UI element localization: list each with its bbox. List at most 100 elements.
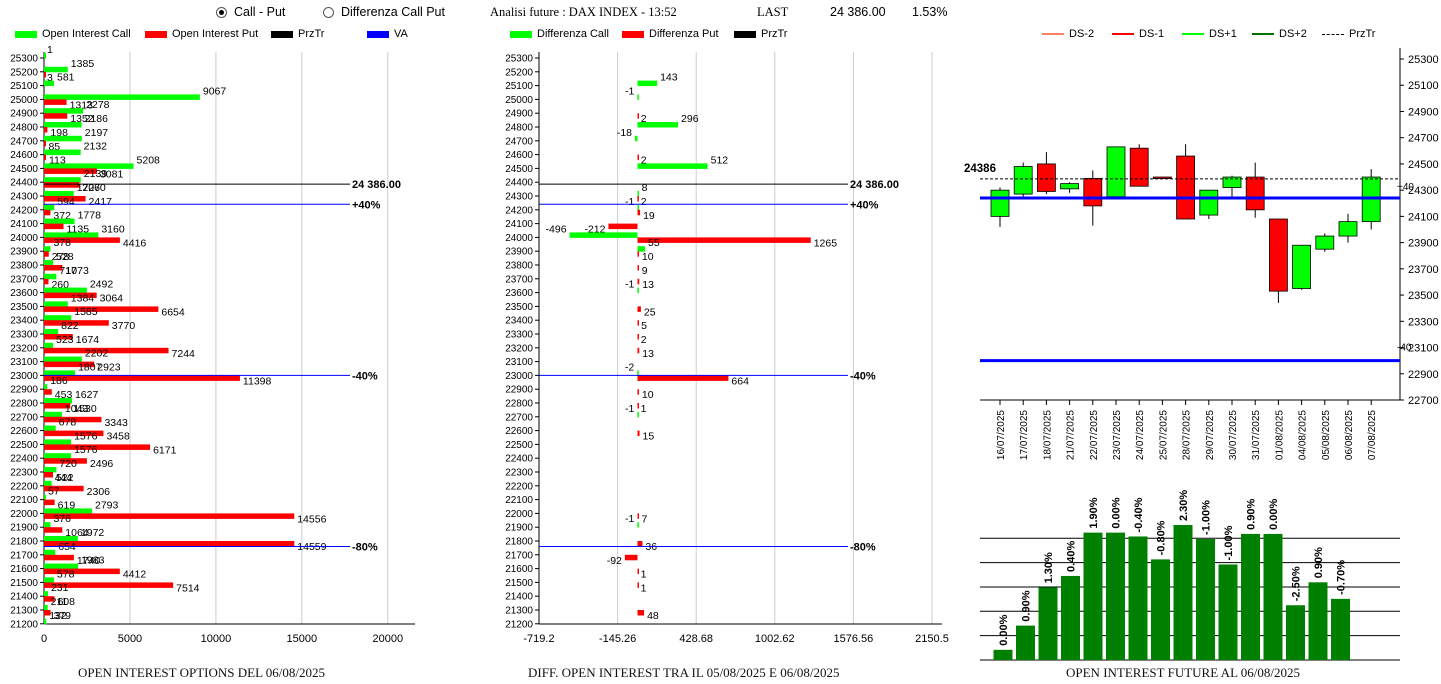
data-label: 2417 [89,196,113,208]
data-label: 1778 [78,210,102,222]
data-label: 1073 [65,265,89,277]
y-tick-label: 22900 [505,385,533,396]
data-label: 7244 [172,348,196,360]
legend-item: DS+2 [1252,28,1307,40]
y-tick-label: 23400 [505,316,533,327]
y-tick-label: 21800 [10,537,38,548]
candle-body [1199,189,1219,216]
y-tick-label: 22900 [10,385,38,396]
bar-put [44,71,46,78]
bar-put [44,127,48,133]
bar-put [44,361,95,368]
y-tick-label: 23000 [10,371,38,382]
bar-call [44,287,87,294]
y-tick-label: 25100 [1408,80,1439,92]
legend-item: Differenza Put [622,28,719,40]
oi-bar [993,649,1013,660]
data-label: 2186 [85,113,109,125]
reference-label: 24 386.00 [352,179,401,191]
y-tick-label: 25300 [10,54,38,65]
radio-call-put[interactable] [216,7,227,18]
bar-put [44,568,120,575]
y-tick-label: 21400 [505,592,533,603]
bar-put [44,389,52,395]
bar-put [44,430,104,437]
bar-call [44,260,54,266]
data-label: -1 [625,403,634,415]
data-label: 1265 [814,237,838,249]
value-area-label: -40 [1397,343,1412,354]
bar-put [637,513,639,519]
bar-call [44,80,54,87]
candle-body [1106,146,1126,198]
data-label: 2 [641,113,647,125]
y-tick-label: 21800 [505,537,533,548]
data-label: 5208 [137,154,161,166]
reference-label: -80% [352,542,378,554]
data-label: 608 [57,596,75,608]
y-tick-label: 21700 [10,550,38,561]
oi-bar-label: -0.40% [1133,497,1145,532]
data-label: 522 [56,472,74,484]
bar-put [637,265,639,271]
data-label: 19 [643,210,655,222]
oi-bar-label: -0.80% [1156,520,1168,555]
y-tick-label: 22000 [10,509,38,520]
y-tick-label: 22400 [10,454,38,465]
data-label: 143 [660,72,678,84]
bar-call [44,536,78,542]
data-label: 1972 [81,527,105,539]
data-label: 2139 [84,168,108,180]
bar-call [44,453,72,459]
candle-body [1152,176,1172,179]
legend-label: PrzTr [298,28,325,40]
legend-swatch [734,30,756,38]
y-tick-label: 24600 [505,150,533,161]
data-label: 1576 [74,430,98,442]
x-tick-label: 2150.5 [915,633,949,645]
data-label: 2 [641,334,647,346]
data-label: 9067 [203,85,227,97]
y-tick-label: 25300 [505,54,533,65]
legend-item: Open Interest Call [15,28,131,40]
y-tick-label: 24100 [10,219,38,230]
bar-put [44,209,51,216]
y-tick-label: 22700 [1408,395,1439,407]
bar-put [637,347,640,354]
y-tick-label: 21300 [10,606,38,617]
x-tick-label: 16/07/2025 [996,410,1007,460]
data-label: 3064 [100,293,124,305]
bar-call [569,232,638,238]
data-label: 48 [647,610,659,622]
bar-call [44,425,56,432]
radio-call-put-label[interactable]: Call - Put [234,5,286,19]
data-label: 1727 [77,182,101,194]
bar-call [44,122,82,128]
bar-call [637,163,708,169]
y-tick-label: 23800 [10,261,38,272]
data-label: -496 [546,223,567,235]
legend-item: PrzTr [271,28,324,40]
data-label: 1 [641,582,647,594]
y-tick-label: 21900 [10,523,38,534]
y-tick-label: 22200 [10,481,38,492]
footer-diff: DIFF. OPEN INTEREST TRA IL 05/08/2025 E … [528,665,840,680]
y-tick-label: 22500 [505,440,533,451]
reference-label: -40% [850,370,876,382]
y-tick-label: 23400 [10,316,38,327]
bar-call [637,122,679,128]
y-tick-label: 22100 [10,495,38,506]
data-label: 2197 [85,127,109,139]
bar-put [44,320,109,326]
radio-diff-label[interactable]: Differenza Call Put [341,5,445,19]
data-label: 720 [59,458,77,470]
candle-body [1129,147,1149,187]
y-tick-label: 24800 [10,123,38,134]
bar-put [44,154,46,161]
data-label: 523 [56,334,74,346]
data-label: 444 [55,472,73,484]
oi-bar-label: -0.70% [1336,560,1348,595]
reference-label: -80% [850,542,876,554]
radio-diff[interactable] [323,7,334,18]
data-label: 822 [61,320,79,332]
